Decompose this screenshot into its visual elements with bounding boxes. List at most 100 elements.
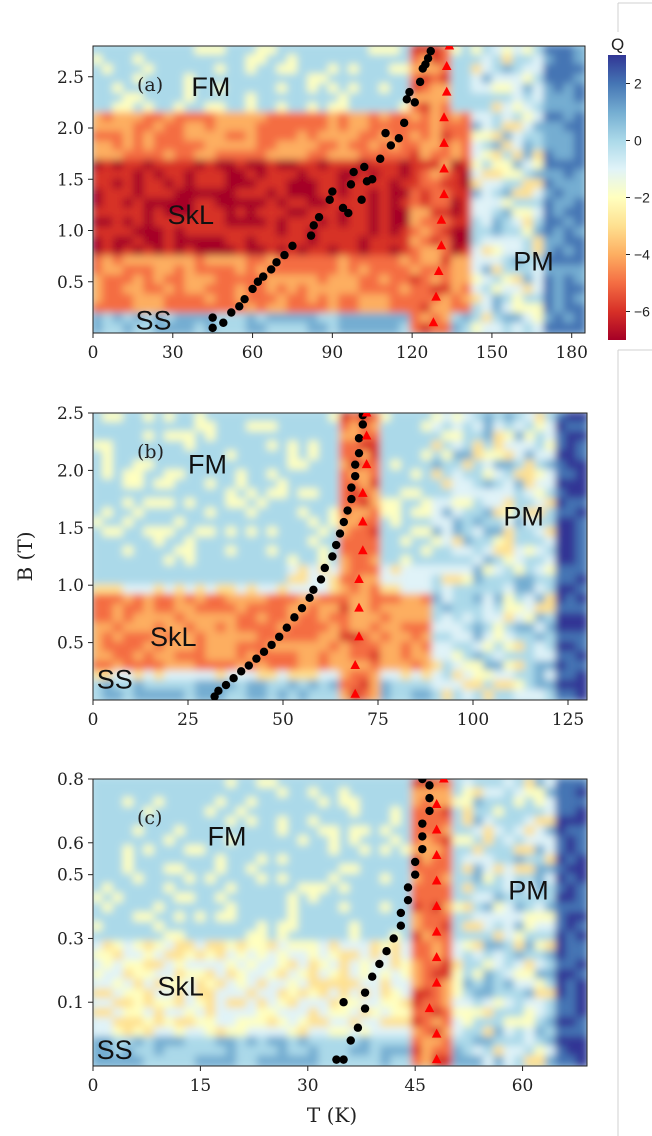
x-tick-label: 150	[476, 343, 508, 363]
boundary-point-triangle	[358, 545, 368, 555]
boundary-point-circle	[248, 284, 257, 294]
y-tick-label: 0.1	[57, 993, 84, 1013]
boundary-point-circle	[346, 180, 356, 189]
boundary-point-circle	[351, 471, 360, 481]
boundary-point-circle	[376, 154, 385, 163]
boundary-point-circle	[208, 323, 217, 333]
boundary-point-circle	[309, 221, 318, 230]
x-tick-label: 0	[88, 1076, 99, 1096]
boundary-point-circle	[360, 1004, 370, 1013]
boundary-point-circle	[335, 529, 345, 538]
boundary-point-circle	[325, 195, 334, 204]
boundary-point-circle	[221, 680, 231, 690]
boundary-point-circle	[237, 667, 246, 676]
boundary-point-circle	[229, 673, 238, 683]
boundary-point-triangle	[441, 61, 452, 70]
phase-label: FM	[188, 450, 227, 480]
boundary-point-triangle	[444, 46, 455, 50]
boundary-point-triangle	[428, 317, 439, 327]
boundary-point-circle	[219, 318, 228, 327]
y-tick-label: 1.5	[57, 519, 84, 539]
boundary-point-triangle	[431, 1028, 442, 1038]
boundary-point-triangle	[441, 86, 452, 96]
boundary-point-circle	[381, 128, 390, 138]
boundary-point-triangle	[350, 660, 360, 670]
panel-label: (a)	[137, 74, 163, 96]
x-tick-label: 125	[552, 710, 584, 730]
phase-label: PM	[513, 246, 554, 276]
boundary-point-circle	[259, 647, 269, 656]
heatmap	[93, 413, 587, 700]
boundary-point-circle	[343, 506, 352, 515]
boundary-point-circle	[410, 857, 420, 867]
x-tick-label: 15	[190, 1076, 212, 1096]
panel-c: 0 15 30 45 60 0.1 0.3 0.5 0.6 0.8 (c) FM SkL PM SS T (K…	[57, 770, 588, 1127]
phase-label: PM	[508, 876, 548, 906]
boundary-point-triangle	[439, 779, 449, 783]
y-tick-label: 0.5	[57, 634, 84, 654]
boundary-point-circle	[426, 46, 435, 56]
boundary-point-triangle	[424, 1003, 435, 1013]
phase-label: PM	[503, 501, 544, 531]
phase-label: SkL	[157, 971, 204, 1001]
y-tick-label: 2.5	[57, 68, 84, 88]
x-tick-label: 45	[404, 1076, 426, 1096]
boundary-point-circle	[252, 654, 261, 663]
x-tick-label: 90	[322, 343, 344, 363]
boundary-point-circle	[266, 265, 276, 274]
boundary-point-circle	[402, 95, 412, 104]
boundary-point-circle	[339, 998, 348, 1007]
boundary-point-circle	[375, 959, 384, 969]
boundary-point-triangle	[439, 112, 449, 122]
boundary-point-circle	[267, 640, 276, 650]
boundary-point-circle	[305, 593, 314, 603]
boundary-point-circle	[235, 302, 244, 311]
phase-label: FM	[191, 72, 230, 102]
boundary-point-circle	[396, 921, 406, 930]
boundary-point-triangle	[431, 799, 442, 809]
boundary-point-triangle	[361, 430, 372, 440]
boundary-point-circle	[423, 54, 433, 63]
phase-label: SS	[97, 664, 133, 694]
boundary-point-circle	[389, 934, 398, 943]
x-axis-label: T (K)	[307, 1103, 357, 1127]
boundary-point-circle	[332, 1055, 341, 1064]
boundary-point-circle	[358, 420, 367, 429]
boundary-point-circle	[394, 134, 404, 143]
boundary-point-triangle	[431, 952, 442, 962]
boundary-point-triangle	[361, 459, 372, 469]
boundary-point-circle	[403, 895, 413, 905]
panel-label: (c)	[137, 807, 162, 829]
colorbar-tick-label: 2	[634, 76, 642, 92]
boundary-point-circle	[354, 434, 364, 443]
colorbar-label: Q	[611, 35, 624, 54]
boundary-point-circle	[272, 258, 281, 267]
y-axis-label: B (T)	[13, 532, 37, 582]
boundary-point-circle	[418, 819, 427, 828]
heatmap	[93, 779, 587, 1066]
boundary-point-circle	[353, 1023, 363, 1032]
phase-label: SS	[97, 1035, 133, 1065]
x-tick-label: 60	[512, 1076, 534, 1096]
y-tick-label: 0.3	[57, 929, 84, 949]
boundary-point-circle	[425, 793, 434, 803]
boundary-point-circle	[344, 208, 353, 218]
boundary-point-triangle	[350, 688, 360, 698]
y-tick-label: 1.0	[57, 576, 84, 596]
y-tick-label: 0.6	[57, 834, 84, 854]
boundary-point-circle	[405, 87, 414, 97]
panel-b: 0 25 50 75 100 125 0.5 1.0 1.5 2.0 2.5 (b) FM SkL PM SS…	[13, 404, 588, 730]
boundary-point-circle	[244, 661, 253, 670]
x-tick-label: 120	[396, 343, 428, 363]
boundary-point-circle	[320, 563, 329, 573]
phase-label: SkL	[167, 200, 214, 230]
boundary-point-triangle	[431, 977, 442, 987]
phase-label: FM	[208, 821, 247, 851]
boundary-point-circle	[309, 585, 318, 594]
boundary-point-circle	[418, 779, 427, 784]
x-tick-label: 25	[177, 710, 199, 730]
boundary-point-triangle	[431, 824, 442, 834]
boundary-point-triangle	[431, 1054, 442, 1064]
boundary-point-triangle	[436, 240, 447, 250]
y-tick-label: 0.8	[57, 770, 84, 790]
